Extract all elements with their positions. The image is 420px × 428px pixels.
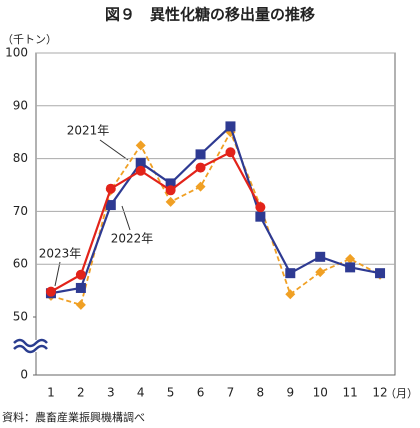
marker	[75, 299, 86, 310]
x-tick-label: 9	[286, 386, 294, 400]
marker	[225, 147, 236, 158]
marker	[345, 253, 356, 264]
series-label: 2022年	[111, 232, 154, 246]
marker	[285, 289, 296, 300]
marker	[45, 286, 56, 297]
marker	[255, 202, 266, 213]
marker	[165, 178, 176, 189]
x-tick-label: 10	[313, 386, 328, 400]
marker	[135, 140, 146, 151]
x-tick-label: 4	[137, 386, 145, 400]
marker	[135, 165, 146, 176]
marker	[285, 268, 296, 279]
series-label: 2023年	[39, 247, 82, 261]
axis-break-gap	[30, 340, 42, 352]
marker	[165, 196, 176, 207]
marker	[375, 268, 386, 279]
x-axis-label: （月）	[385, 387, 418, 400]
marker	[225, 121, 236, 132]
marker	[105, 200, 116, 211]
x-tick-label: 11	[342, 386, 357, 400]
y-tick-label: 50	[13, 310, 28, 324]
x-tick-label: 3	[107, 386, 115, 400]
marker	[195, 149, 206, 160]
marker	[105, 183, 116, 194]
y-tick-label: 0	[20, 368, 28, 382]
axis-break	[13, 338, 48, 348]
series-label: 2021年	[67, 124, 110, 138]
marker	[195, 162, 206, 173]
marker	[165, 185, 176, 196]
y-tick-label: 90	[13, 98, 28, 112]
axis-break	[13, 344, 48, 354]
x-tick-label: 8	[257, 386, 265, 400]
source-note: 資料：農畜産業振興機構調べ	[2, 410, 145, 424]
leader-line	[121, 205, 131, 231]
x-tick-label: 2	[77, 386, 85, 400]
y-tick-label: 60	[13, 257, 28, 271]
y-tick-label: 70	[13, 204, 28, 218]
marker	[255, 211, 266, 222]
plot-frame	[35, 52, 396, 376]
x-tick-label: 5	[167, 386, 175, 400]
x-tick-label: 12	[372, 386, 387, 400]
x-tick-label: 1	[47, 386, 55, 400]
marker	[135, 157, 146, 168]
x-tick-label: 7	[227, 386, 235, 400]
leader-line	[99, 139, 129, 161]
leader-line	[54, 261, 61, 287]
marker	[75, 269, 86, 280]
marker	[345, 262, 356, 273]
x-tick-label: 6	[197, 386, 205, 400]
marker	[315, 251, 326, 262]
y-tick-label: 80	[13, 151, 28, 165]
marker	[75, 282, 86, 293]
chart-title: 図９ 異性化糖の移出量の推移	[105, 6, 315, 24]
marker	[315, 267, 326, 278]
y-axis-label: （千トン）	[2, 33, 57, 46]
y-tick-label: 100	[5, 46, 28, 60]
series-line	[50, 150, 262, 293]
marker	[195, 181, 206, 192]
